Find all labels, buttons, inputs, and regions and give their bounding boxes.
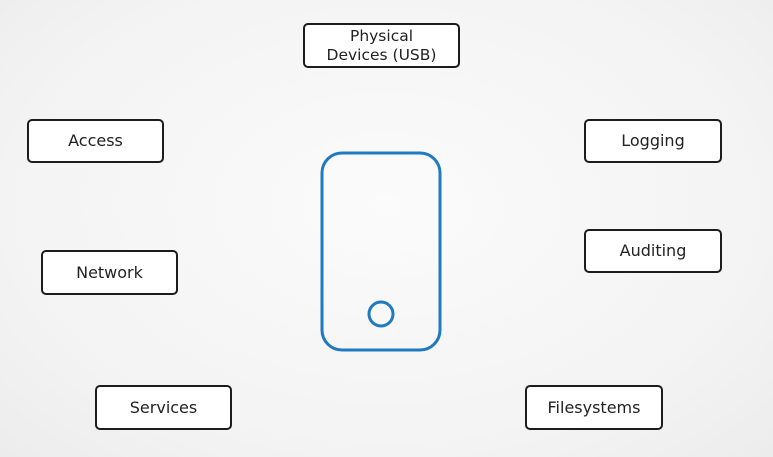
node-label: Logging — [621, 131, 685, 151]
node-label: Auditing — [619, 241, 687, 261]
node-label: Filesystems — [547, 397, 641, 417]
home-button — [367, 300, 395, 328]
node-auditing: Auditing — [584, 229, 722, 273]
node-label: Services — [129, 397, 198, 417]
node-logging: Logging — [584, 119, 722, 163]
node-access: Access — [27, 119, 164, 163]
phone-body — [320, 151, 442, 352]
node-network: Network — [41, 250, 178, 295]
node-filesystems: Filesystems — [525, 385, 663, 430]
node-services: Services — [95, 385, 232, 430]
node-label: Physical Devices (USB) — [326, 26, 437, 64]
node-label: Access — [68, 131, 123, 151]
node-physical-devices-usb: Physical Devices (USB) — [303, 23, 460, 68]
smartphone-icon — [320, 151, 442, 352]
node-label: Network — [76, 262, 143, 282]
